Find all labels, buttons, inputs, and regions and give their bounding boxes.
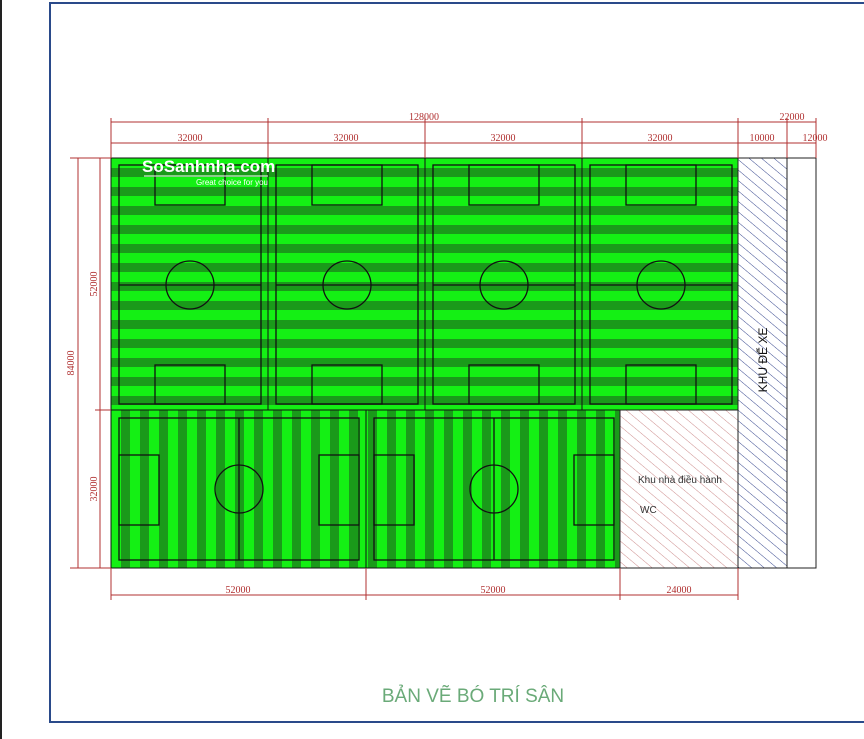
dim-total-height: 84000 (66, 351, 77, 376)
dimension-lines (70, 118, 817, 600)
office-label: Khu nhà điều hành (638, 474, 722, 486)
penalty-box (625, 164, 697, 206)
dim-bottom-height: 32000 (89, 477, 100, 502)
dim-total-width: 128000 (409, 112, 439, 123)
center-circle (469, 464, 519, 514)
center-circle (479, 260, 529, 310)
penalty-box (468, 364, 540, 405)
dim-parking: 10000 (750, 133, 775, 144)
dim-bottom-field-2: 52000 (481, 585, 506, 596)
empty-zone (786, 157, 817, 569)
penalty-box (373, 454, 415, 526)
parking-label: KHU ĐỂ XE (755, 328, 770, 393)
top-field-3 (424, 157, 583, 411)
dim-bottom-field-1: 52000 (226, 585, 251, 596)
bottom-field-1 (110, 409, 367, 569)
top-field-4 (581, 157, 740, 411)
penalty-box (154, 364, 226, 405)
watermark-logo: SoSanhnha.com Great choice for you (142, 157, 275, 187)
dim-empty: 12000 (803, 133, 828, 144)
parking-zone (737, 157, 788, 569)
dim-field-4: 32000 (648, 133, 673, 144)
top-field-2 (267, 157, 426, 411)
center-circle (322, 260, 372, 310)
penalty-box (318, 454, 360, 526)
field-turf (267, 157, 426, 411)
top-fields (110, 157, 740, 411)
dim-field-2: 32000 (334, 133, 359, 144)
dim-office: 24000 (667, 585, 692, 596)
field-turf (365, 409, 621, 569)
field-turf (110, 157, 269, 411)
center-circle (165, 260, 215, 310)
field-turf (581, 157, 740, 411)
office-zone (619, 409, 739, 569)
drawing-frame (49, 2, 864, 723)
dim-right-total: 22000 (780, 112, 805, 123)
penalty-box (468, 164, 540, 206)
watermark-brand: SoSanhnha.com (142, 157, 275, 176)
center-circle (214, 464, 264, 514)
bottom-fields (110, 409, 621, 569)
penalty-box (311, 164, 383, 206)
wc-label: WC (640, 505, 657, 516)
bottom-field-2 (365, 409, 621, 569)
penalty-box (311, 364, 383, 405)
watermark-tagline: Great choice for you (196, 178, 268, 187)
dim-field-3: 32000 (491, 133, 516, 144)
dim-field-1: 32000 (178, 133, 203, 144)
dim-top-height: 52000 (89, 272, 100, 297)
top-field-1 (110, 157, 269, 411)
penalty-box (154, 164, 226, 206)
field-turf (424, 157, 583, 411)
center-circle (636, 260, 686, 310)
drawing-title: BẢN VẼ BÓ TRÍ SÂN (382, 685, 564, 707)
penalty-box (625, 364, 697, 405)
penalty-box (118, 454, 160, 526)
penalty-box (573, 454, 615, 526)
